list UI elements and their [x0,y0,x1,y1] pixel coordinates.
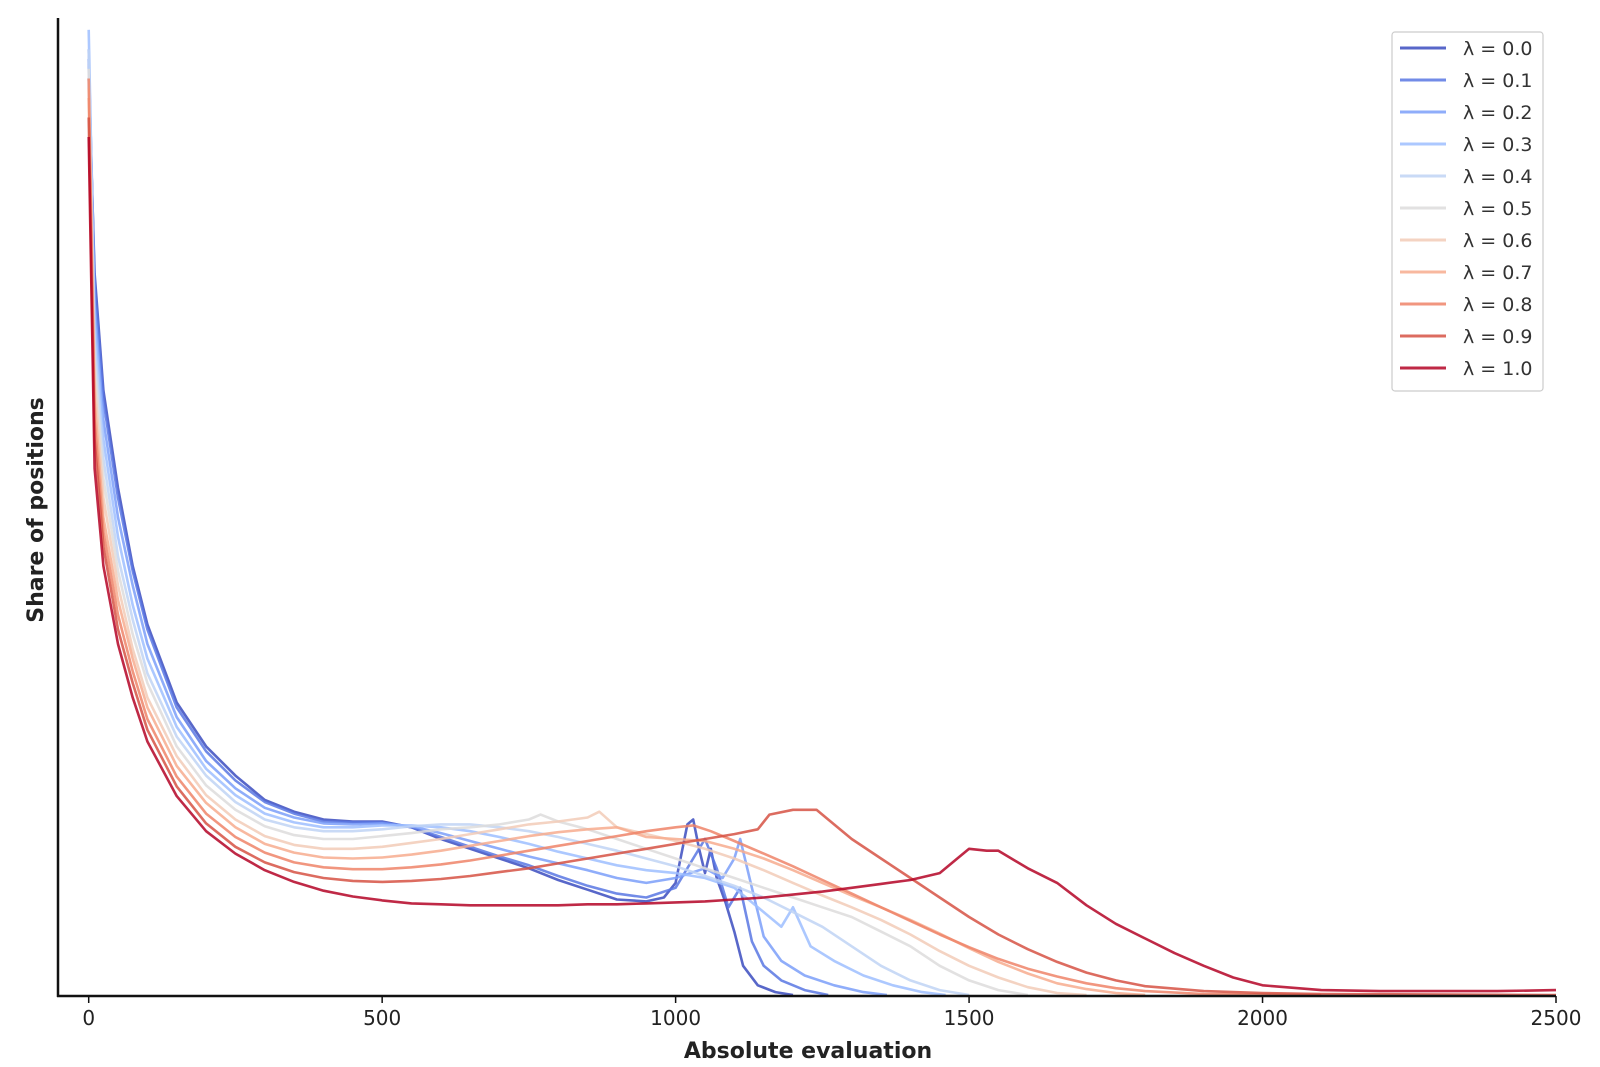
x-axis-label: Absolute evaluation [684,1039,932,1064]
legend-label-6: λ = 0.6 [1463,230,1532,252]
legend-label-0: λ = 0.0 [1463,38,1532,60]
series-line-0 [87,78,794,997]
legend-label-9: λ = 0.9 [1463,326,1532,348]
legend-label-4: λ = 0.4 [1463,166,1532,188]
legend-label-8: λ = 0.8 [1463,294,1532,316]
legend: λ = 0.0 λ = 0.1 λ = 0.2 λ = 0.3 λ = 0.4 λ = 0… [1391,31,1544,392]
x-tick-label-0: 0 [82,1006,95,1030]
legend-label-5: λ = 0.5 [1463,198,1532,220]
legend-label-2: λ = 0.2 [1463,102,1532,124]
legend-frame [1391,31,1544,392]
x-tick-label-5: 2500 [1531,1006,1582,1030]
series-layer [87,29,1557,997]
series-line-3 [87,29,946,997]
legend-label-1: λ = 0.1 [1463,70,1532,92]
series-line-10 [87,136,1557,993]
series-line-9 [87,117,1557,997]
legend-label-7: λ = 0.7 [1463,262,1532,284]
x-tick-layer: 0 500 1000 1500 2000 2500 [82,996,1581,1030]
legend-label-10: λ = 1.0 [1463,358,1532,380]
series-line-8 [87,78,1322,997]
legend-label-3: λ = 0.3 [1463,134,1532,156]
legend-items: λ = 0.0 λ = 0.1 λ = 0.2 λ = 0.3 λ = 0.4 λ = 0… [1400,38,1532,380]
x-tick-label-2: 1000 [650,1006,701,1030]
y-axis-label: Share of positions [24,397,49,623]
series-line-5 [87,68,1029,997]
series-line-1 [87,58,829,997]
x-tick-label-3: 1500 [944,1006,995,1030]
series-line-6 [87,88,1087,997]
x-tick-label-4: 2000 [1237,1006,1288,1030]
series-line-4 [87,49,970,997]
x-tick-label-1: 500 [363,1006,401,1030]
